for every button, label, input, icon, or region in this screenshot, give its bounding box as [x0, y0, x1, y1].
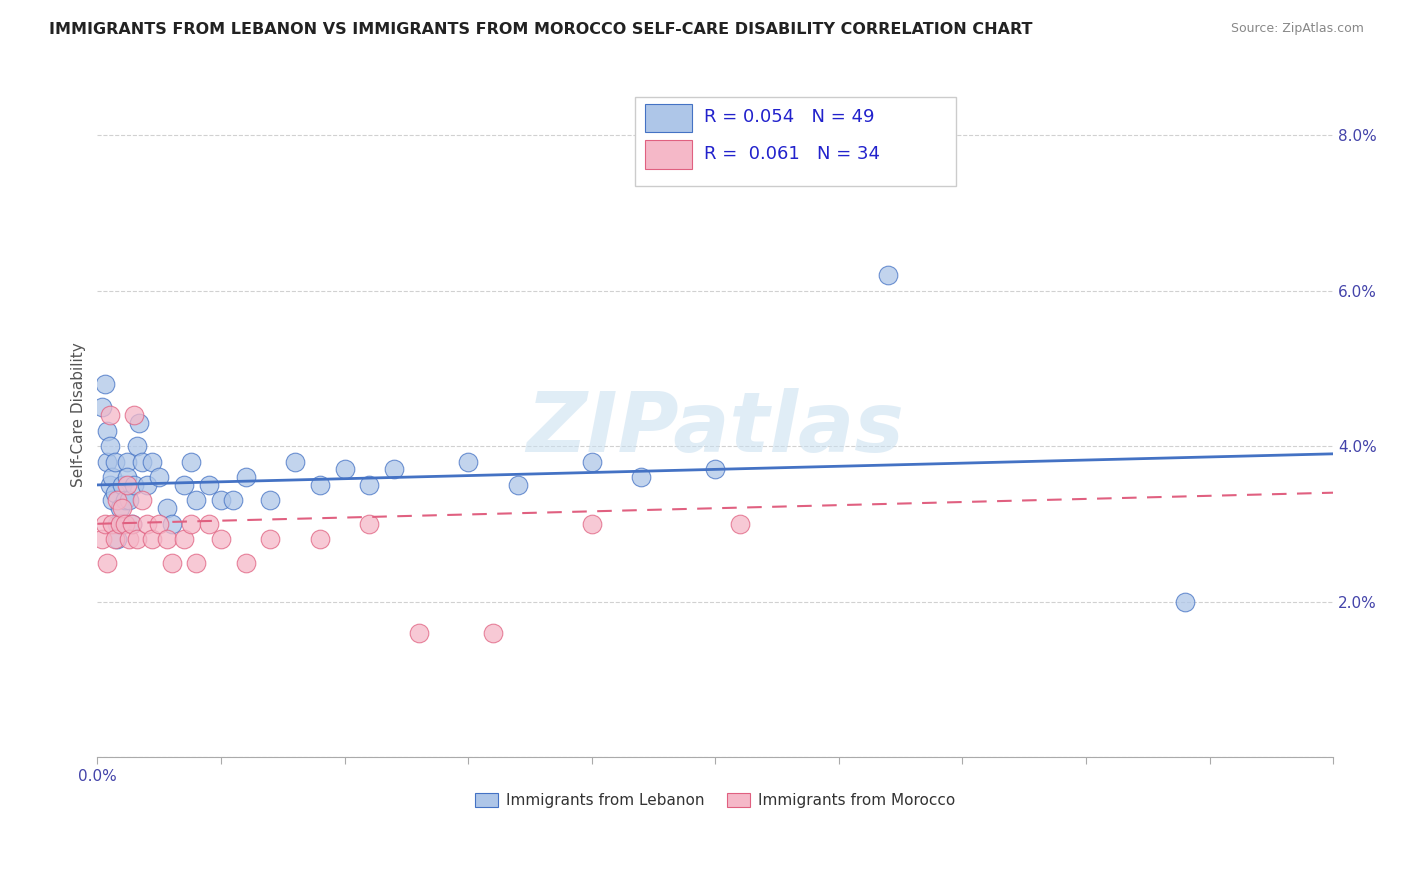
- Point: [728, 516, 751, 531]
- Point: [148, 470, 170, 484]
- Point: [124, 478, 146, 492]
- Point: [408, 625, 430, 640]
- Point: [141, 454, 163, 468]
- Point: [135, 478, 157, 492]
- Point: [180, 454, 202, 468]
- Point: [222, 493, 245, 508]
- Point: [98, 439, 121, 453]
- Point: [173, 533, 195, 547]
- Point: [96, 454, 118, 468]
- Point: [359, 478, 381, 492]
- Text: IMMIGRANTS FROM LEBANON VS IMMIGRANTS FROM MOROCCO SELF-CARE DISABILITY CORRELAT: IMMIGRANTS FROM LEBANON VS IMMIGRANTS FR…: [49, 22, 1033, 37]
- Point: [111, 516, 134, 531]
- Point: [105, 533, 128, 547]
- Point: [359, 516, 381, 531]
- Point: [173, 478, 195, 492]
- Point: [104, 533, 127, 547]
- Point: [114, 516, 136, 531]
- Point: [482, 625, 505, 640]
- Text: R = 0.054   N = 49: R = 0.054 N = 49: [704, 109, 875, 127]
- Point: [259, 533, 281, 547]
- Legend: Immigrants from Lebanon, Immigrants from Morocco: Immigrants from Lebanon, Immigrants from…: [470, 787, 962, 814]
- Point: [115, 470, 138, 484]
- Point: [160, 556, 183, 570]
- Point: [308, 478, 330, 492]
- Point: [96, 556, 118, 570]
- Point: [101, 516, 124, 531]
- Point: [235, 556, 257, 570]
- Y-axis label: Self-Care Disability: Self-Care Disability: [72, 343, 86, 487]
- FancyBboxPatch shape: [645, 103, 692, 133]
- Point: [121, 516, 143, 531]
- Point: [382, 462, 405, 476]
- Text: Source: ZipAtlas.com: Source: ZipAtlas.com: [1230, 22, 1364, 36]
- Point: [91, 533, 114, 547]
- Point: [1174, 594, 1197, 608]
- Point: [105, 516, 128, 531]
- Point: [98, 478, 121, 492]
- Point: [506, 478, 529, 492]
- Point: [186, 493, 208, 508]
- Point: [125, 533, 148, 547]
- Point: [704, 462, 727, 476]
- Point: [94, 516, 117, 531]
- Point: [141, 533, 163, 547]
- FancyBboxPatch shape: [636, 97, 956, 186]
- Point: [98, 408, 121, 422]
- Point: [180, 516, 202, 531]
- Point: [94, 376, 117, 391]
- Point: [124, 408, 146, 422]
- Point: [581, 454, 603, 468]
- Point: [877, 268, 900, 282]
- Point: [581, 516, 603, 531]
- FancyBboxPatch shape: [645, 140, 692, 169]
- Point: [96, 424, 118, 438]
- Point: [104, 454, 127, 468]
- Point: [115, 454, 138, 468]
- Point: [104, 485, 127, 500]
- Point: [128, 416, 150, 430]
- Point: [131, 454, 153, 468]
- Point: [91, 400, 114, 414]
- Point: [259, 493, 281, 508]
- Point: [105, 493, 128, 508]
- Point: [308, 533, 330, 547]
- Point: [131, 493, 153, 508]
- Point: [118, 533, 141, 547]
- Point: [457, 454, 479, 468]
- Point: [111, 478, 134, 492]
- Text: ZIPatlas: ZIPatlas: [526, 388, 904, 469]
- Point: [125, 439, 148, 453]
- Point: [160, 516, 183, 531]
- Point: [148, 516, 170, 531]
- Point: [197, 478, 219, 492]
- Point: [197, 516, 219, 531]
- Point: [101, 493, 124, 508]
- Point: [118, 493, 141, 508]
- Point: [209, 533, 232, 547]
- Point: [101, 470, 124, 484]
- Point: [630, 470, 652, 484]
- Point: [155, 501, 177, 516]
- Point: [111, 501, 134, 516]
- Point: [209, 493, 232, 508]
- Point: [155, 533, 177, 547]
- Point: [108, 516, 131, 531]
- Point: [284, 454, 307, 468]
- Point: [135, 516, 157, 531]
- Point: [235, 470, 257, 484]
- Point: [115, 478, 138, 492]
- Point: [121, 516, 143, 531]
- Point: [114, 493, 136, 508]
- Point: [333, 462, 356, 476]
- Point: [186, 556, 208, 570]
- Point: [108, 501, 131, 516]
- Text: R =  0.061   N = 34: R = 0.061 N = 34: [704, 145, 880, 162]
